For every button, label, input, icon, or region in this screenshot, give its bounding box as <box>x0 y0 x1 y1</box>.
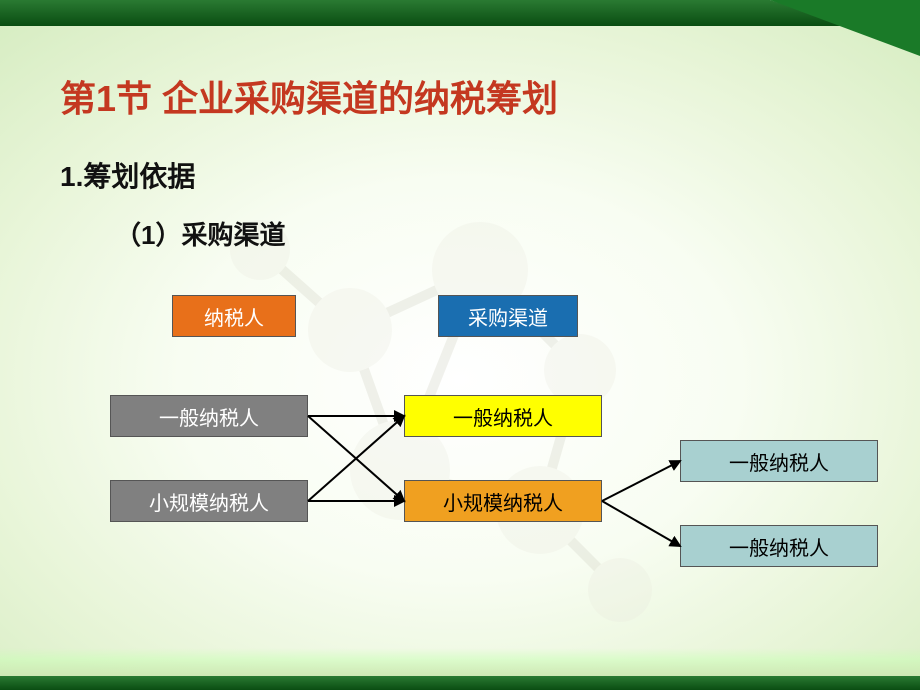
slide-content: 第1节 企业采购渠道的纳税筹划 1.筹划依据 （1）采购渠道 纳税人 采购渠道一般… <box>0 0 920 690</box>
flowchart-node: 一般纳税人 <box>680 440 878 482</box>
flowchart-node: 小规模纳税人 <box>110 480 308 522</box>
page-title: 第1节 企业采购渠道的纳税筹划 <box>60 70 558 122</box>
flowchart-node: 一般纳税人 <box>404 395 602 437</box>
flowchart-node: 纳税人 <box>172 295 296 337</box>
flowchart-node: 一般纳税人 <box>680 525 878 567</box>
flowchart-node: 小规模纳税人 <box>404 480 602 522</box>
section-heading: 1.筹划依据 <box>60 155 195 195</box>
flowchart-node: 一般纳税人 <box>110 395 308 437</box>
subsection-heading: （1）采购渠道 <box>115 215 285 252</box>
flowchart-node: 采购渠道 <box>438 295 578 337</box>
